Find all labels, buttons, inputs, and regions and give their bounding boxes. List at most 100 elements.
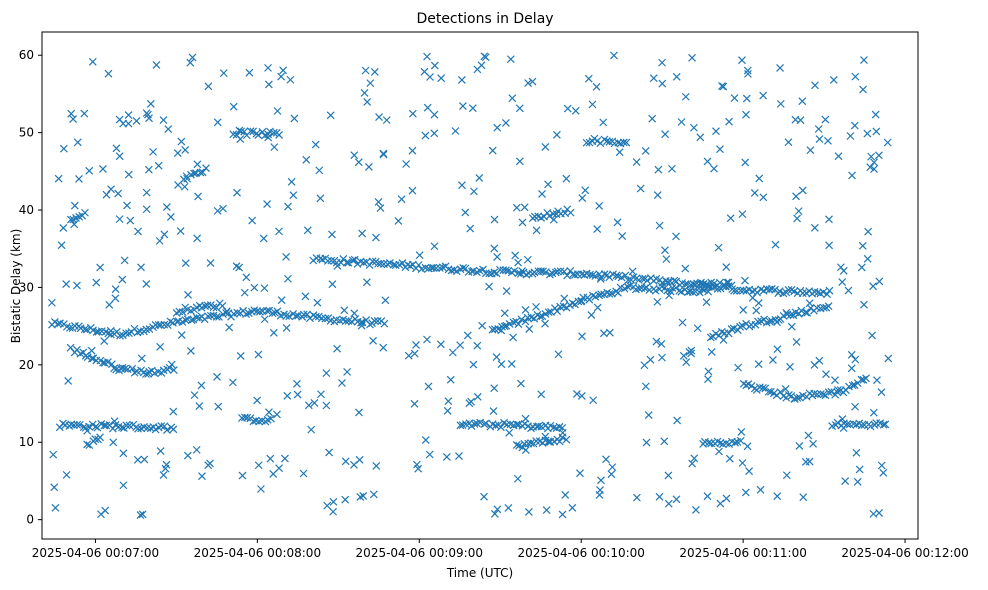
detection-point	[341, 457, 350, 466]
detection-point	[225, 323, 234, 332]
detection-point	[275, 464, 284, 473]
detection-point	[819, 303, 828, 312]
detection-point	[57, 241, 66, 250]
detection-point	[618, 232, 627, 240]
detection-point	[855, 465, 864, 474]
detection-point	[731, 438, 739, 447]
detection-point	[588, 271, 597, 279]
detection-point	[380, 319, 389, 328]
detection-point	[524, 79, 533, 87]
detection-point	[541, 432, 550, 441]
x-tick-label: 2025-04-06 00:07:00	[32, 546, 159, 560]
detection-point	[142, 325, 151, 334]
detection-point	[473, 65, 482, 74]
detection-point	[532, 302, 540, 311]
detection-point	[879, 420, 888, 429]
detection-point	[523, 255, 532, 264]
detection-point	[50, 483, 59, 492]
detection-point	[203, 301, 212, 310]
detection-point	[492, 353, 501, 361]
detection-point	[823, 290, 831, 299]
detection-point	[66, 215, 75, 224]
detection-point	[287, 177, 296, 186]
detection-point	[702, 298, 711, 307]
detection-point	[512, 420, 521, 429]
detection-point	[577, 391, 586, 400]
detection-point	[838, 415, 847, 423]
detection-point	[595, 202, 604, 210]
detection-point	[273, 107, 282, 115]
detection-point	[824, 136, 832, 145]
detection-point	[738, 321, 747, 330]
detection-point	[514, 258, 523, 267]
detection-point	[246, 127, 255, 136]
detection-point	[498, 322, 506, 331]
detection-point	[481, 269, 490, 278]
detection-point	[253, 396, 262, 405]
detection-point	[793, 214, 801, 223]
detection-point	[163, 321, 172, 329]
detection-point	[181, 316, 190, 325]
detection-point	[379, 343, 388, 352]
detection-point	[814, 125, 823, 133]
detection-point	[704, 438, 713, 447]
detection-point	[587, 311, 596, 319]
detection-point	[302, 155, 311, 164]
detection-point	[236, 352, 245, 360]
detection-point	[358, 229, 367, 238]
detection-point	[722, 439, 731, 448]
detection-point	[617, 273, 626, 282]
detection-point	[725, 117, 733, 126]
detection-point	[373, 317, 382, 325]
detection-point	[421, 436, 430, 445]
detection-point	[574, 297, 583, 306]
detection-point	[467, 397, 476, 406]
detection-point	[691, 505, 700, 514]
detection-point	[501, 118, 510, 127]
detection-point	[593, 225, 602, 233]
detection-point	[544, 437, 553, 446]
detection-point	[771, 240, 780, 249]
detection-point	[273, 307, 282, 316]
detection-point	[796, 116, 805, 125]
detection-point	[142, 205, 151, 214]
detection-point	[558, 428, 567, 437]
detection-point	[463, 331, 472, 340]
detection-point	[730, 286, 738, 295]
detection-point	[677, 287, 686, 296]
detection-point	[146, 99, 155, 108]
detection-point	[681, 264, 690, 273]
detection-point	[159, 116, 168, 125]
detection-point	[169, 407, 178, 416]
detection-point	[658, 58, 666, 67]
detection-point	[192, 445, 201, 454]
detection-point	[285, 312, 294, 321]
detection-point	[122, 421, 131, 430]
detection-point	[640, 361, 649, 370]
detection-point	[369, 336, 378, 345]
detection-point	[773, 318, 781, 327]
detection-point	[544, 308, 553, 317]
detection-point	[397, 195, 406, 204]
x-axis-label: Time (UTC)	[446, 566, 513, 580]
detection-point	[259, 234, 268, 243]
detection-point	[862, 374, 870, 383]
detection-point	[527, 439, 535, 447]
detection-point	[677, 118, 686, 126]
detection-point	[195, 402, 204, 411]
detection-point	[605, 137, 614, 146]
detection-point	[827, 387, 836, 396]
detection-point	[873, 376, 881, 385]
detection-point	[661, 246, 669, 255]
detection-point	[424, 382, 433, 391]
detection-point	[521, 446, 530, 454]
detection-point	[799, 493, 808, 502]
detection-point	[581, 186, 590, 195]
detection-point	[408, 186, 417, 195]
detection-point	[408, 146, 417, 155]
detection-point	[819, 390, 828, 399]
detection-point	[773, 492, 782, 501]
detection-point	[248, 216, 257, 225]
detection-point	[206, 311, 215, 320]
detection-point	[309, 311, 318, 320]
